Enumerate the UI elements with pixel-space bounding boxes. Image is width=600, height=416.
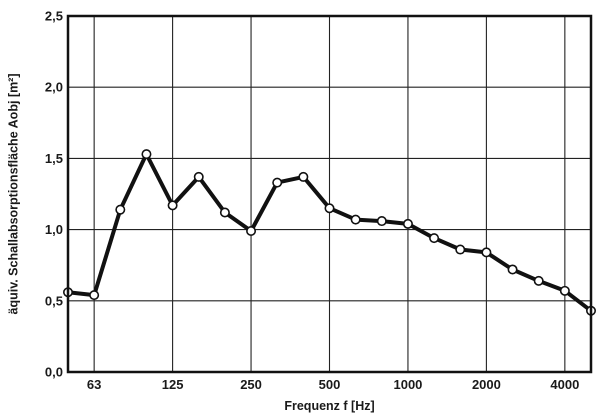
x-tick-label: 1000 xyxy=(393,377,422,392)
data-point xyxy=(507,264,518,275)
x-tick-label: 125 xyxy=(162,377,184,392)
data-point xyxy=(246,226,257,237)
plot-frame xyxy=(66,14,593,374)
data-point xyxy=(402,218,413,229)
data-point xyxy=(167,200,178,211)
data-point xyxy=(350,214,361,225)
y-tick-label: 1,5 xyxy=(45,151,63,166)
y-tick-label: 2,0 xyxy=(45,80,63,95)
data-point xyxy=(429,233,440,244)
grid-lines xyxy=(68,15,591,373)
x-tick-label: 250 xyxy=(240,377,262,392)
y-axis-ticks: 0,0 0,5 1,0 1,5 2,0 2,5 xyxy=(45,9,63,380)
y-axis-label: äquiv. Schallabsorptionsfläche Aobj [m²] xyxy=(6,73,20,314)
data-point xyxy=(559,285,570,296)
data-point xyxy=(481,247,492,258)
data-point xyxy=(455,244,466,255)
y-tick-label: 0,5 xyxy=(45,293,63,308)
data-point xyxy=(272,177,283,188)
x-tick-label: 500 xyxy=(319,377,341,392)
data-point xyxy=(298,171,309,182)
y-tick-label: 2,5 xyxy=(45,9,63,24)
data-point xyxy=(89,290,100,301)
data-point xyxy=(376,216,387,227)
y-tick-label: 0,0 xyxy=(45,365,63,380)
y-tick-label: 1,0 xyxy=(45,222,63,237)
x-axis-label: Frequenz f [Hz] xyxy=(284,399,374,413)
data-point xyxy=(533,275,544,286)
data-point xyxy=(193,171,204,182)
x-axis-ticks: 63 125 250 500 1000 2000 4000 xyxy=(87,377,579,392)
data-point xyxy=(324,203,335,214)
data-series xyxy=(62,149,596,316)
x-tick-label: 63 xyxy=(87,377,101,392)
data-point xyxy=(219,207,230,218)
x-tick-label: 2000 xyxy=(472,377,501,392)
data-point xyxy=(141,149,152,160)
x-tick-label: 4000 xyxy=(550,377,579,392)
data-point xyxy=(115,204,126,215)
